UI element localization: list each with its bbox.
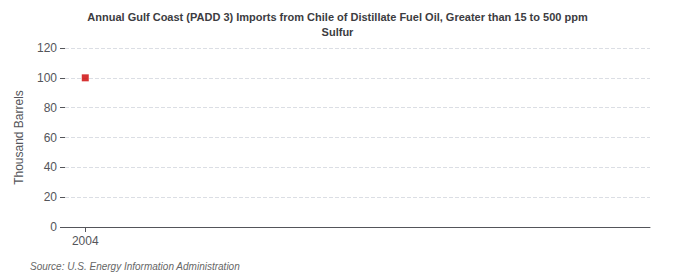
svg-text:80: 80 <box>44 101 58 115</box>
svg-text:40: 40 <box>44 160 58 174</box>
svg-text:Thousand Barrels: Thousand Barrels <box>12 90 26 185</box>
svg-text:0: 0 <box>50 220 57 234</box>
svg-text:2004: 2004 <box>72 234 99 248</box>
svg-text:100: 100 <box>37 71 57 85</box>
svg-text:Sulfur: Sulfur <box>322 26 354 38</box>
svg-text:60: 60 <box>44 131 58 145</box>
svg-text:Source: U.S. Energy Informatio: Source: U.S. Energy Information Administ… <box>30 261 240 272</box>
svg-text:20: 20 <box>44 190 58 204</box>
svg-text:Annual Gulf Coast (PADD 3) Imp: Annual Gulf Coast (PADD 3) Imports from … <box>87 11 588 23</box>
svg-text:120: 120 <box>37 41 57 55</box>
